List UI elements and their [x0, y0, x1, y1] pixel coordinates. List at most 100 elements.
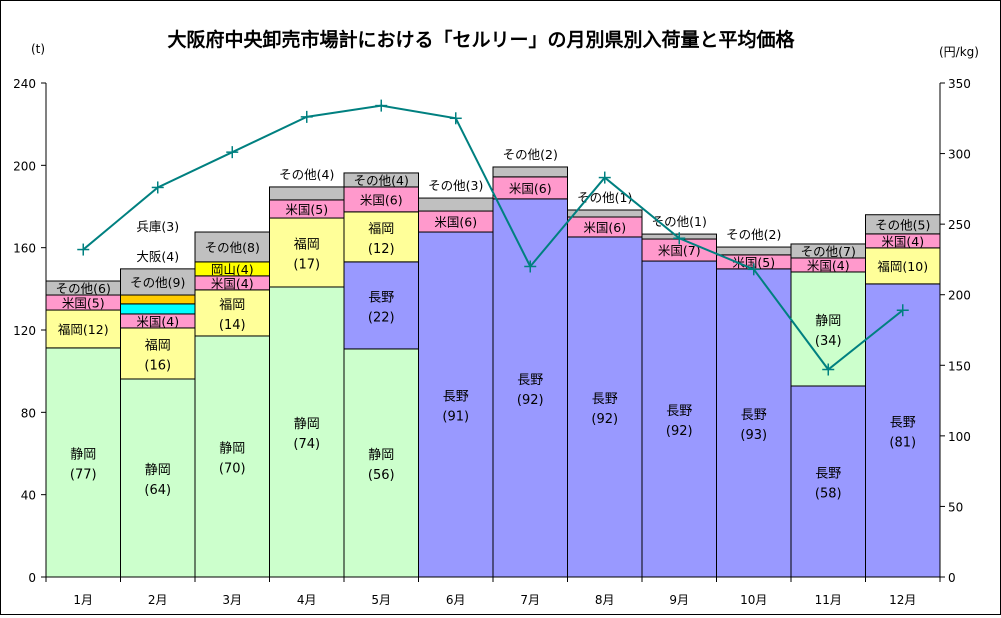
- segment-label: (77): [70, 467, 97, 482]
- y-tick-label: 160: [13, 242, 36, 256]
- segment-label: 福岡(10): [877, 259, 928, 274]
- segment-label: その他(7): [801, 244, 856, 259]
- bar-segment: [343, 261, 419, 350]
- x-tick-label: 10月: [740, 593, 767, 607]
- segment-label-outside: 兵庫(3): [136, 219, 179, 234]
- segment-label: 米国(5): [732, 255, 775, 270]
- y-tick-label: 40: [21, 489, 36, 503]
- price-point: [822, 363, 835, 376]
- segment-label: 米国(6): [434, 215, 477, 230]
- bar-segment: [269, 286, 345, 578]
- segment-label: (92): [517, 393, 544, 408]
- segment-label: 福岡: [219, 298, 245, 313]
- y-tick-label: 80: [21, 406, 36, 420]
- segment-label: 長野: [815, 466, 841, 481]
- bar-segment: [716, 246, 792, 256]
- price-point: [673, 232, 686, 245]
- bar-segment: [194, 231, 270, 263]
- y2-tick-label: 250: [948, 218, 971, 232]
- segment-label: 岡山(4): [211, 262, 254, 277]
- segment-label: (12): [368, 242, 395, 257]
- segment-label: 福岡: [145, 338, 171, 353]
- x-tick-label: 3月: [222, 593, 242, 607]
- bar-segment: [45, 347, 121, 578]
- price-point: [375, 99, 388, 112]
- segment-label: 米国(5): [62, 296, 105, 311]
- segment-label: その他(8): [205, 240, 260, 255]
- segment-label: (81): [889, 435, 916, 450]
- segment-label-outside: その他(3): [428, 178, 483, 193]
- price-point: [151, 181, 164, 194]
- segment-label: (22): [368, 310, 395, 325]
- segment-label: (56): [368, 468, 395, 483]
- bar-segment: [45, 309, 121, 349]
- y-tick-label: 200: [13, 159, 36, 173]
- segment-label: 米国(5): [285, 202, 328, 217]
- segment-label: (64): [144, 483, 171, 498]
- segment-label: (92): [666, 424, 693, 439]
- bar-segment: [343, 211, 419, 263]
- segment-label: 静岡: [815, 314, 841, 329]
- segment-label: 長野: [890, 415, 916, 430]
- segment-label: 米国(6): [583, 220, 626, 235]
- segment-label-outside: 大阪(4): [136, 249, 179, 264]
- x-tick-label: 1月: [73, 593, 93, 607]
- x-tick-label: 11月: [815, 593, 842, 607]
- segment-label: 長野: [666, 404, 692, 419]
- segment-label: (70): [219, 461, 246, 476]
- segment-label: 福岡: [294, 238, 320, 253]
- bar-segment: [418, 231, 494, 578]
- y2-tick-label: 150: [948, 359, 971, 373]
- segment-label-outside: その他(1): [652, 214, 707, 229]
- price-point: [598, 171, 611, 184]
- segment-label: 静岡: [219, 441, 245, 456]
- bar-segment: [567, 236, 643, 578]
- y2-tick-label: 200: [948, 289, 971, 303]
- bar-segment: [120, 303, 196, 315]
- segment-label: 長野: [592, 392, 618, 407]
- segment-label: (34): [815, 334, 842, 349]
- bar-segment: [716, 268, 792, 578]
- segment-label: 福岡: [368, 222, 394, 237]
- x-tick-label: 7月: [520, 593, 540, 607]
- segment-label: 福岡(12): [58, 322, 109, 337]
- price-point: [77, 243, 90, 256]
- segment-label: (17): [293, 258, 320, 273]
- segment-label: (74): [293, 437, 320, 452]
- price-point: [226, 146, 239, 159]
- segment-label: 静岡: [70, 447, 96, 462]
- segment-label: 米国(7): [658, 243, 701, 258]
- bar-segment: [120, 378, 196, 578]
- price-point: [449, 112, 462, 125]
- segment-label: その他(9): [130, 275, 185, 290]
- segment-label: 米国(4): [211, 276, 254, 291]
- chart-title: 大阪府中央卸売市場計における「セルリー」の月別県別入荷量と平均価格: [167, 28, 795, 51]
- bar-segment: [269, 217, 345, 288]
- segment-label: (16): [144, 358, 171, 373]
- segment-label-outside: その他(4): [279, 167, 334, 182]
- bar-segment: [492, 166, 568, 178]
- segment-label: 長野: [741, 408, 767, 423]
- segment-label: (14): [219, 318, 246, 333]
- bar-segment: [343, 172, 419, 188]
- segment-label-outside: その他(2): [503, 147, 558, 162]
- x-tick-label: 8月: [595, 593, 615, 607]
- y2-tick-label: 100: [948, 430, 971, 444]
- segment-label: その他(5): [875, 217, 930, 232]
- bar-segment: [120, 268, 196, 296]
- y2-axis-label: (円/kg): [939, 45, 979, 59]
- x-tick-label: 4月: [297, 593, 317, 607]
- bar-segment: [120, 294, 196, 305]
- y-axis-label: (t): [31, 42, 45, 56]
- segment-label-outside: その他(2): [726, 227, 781, 242]
- price-point: [300, 110, 313, 123]
- segment-label: (91): [442, 410, 469, 425]
- x-tick-label: 2月: [148, 593, 168, 607]
- bar-segment: [269, 186, 345, 201]
- y2-tick-label: 0: [948, 571, 956, 585]
- x-tick-label: 5月: [371, 593, 391, 607]
- bar-segment: [418, 197, 494, 212]
- price-point: [524, 260, 537, 273]
